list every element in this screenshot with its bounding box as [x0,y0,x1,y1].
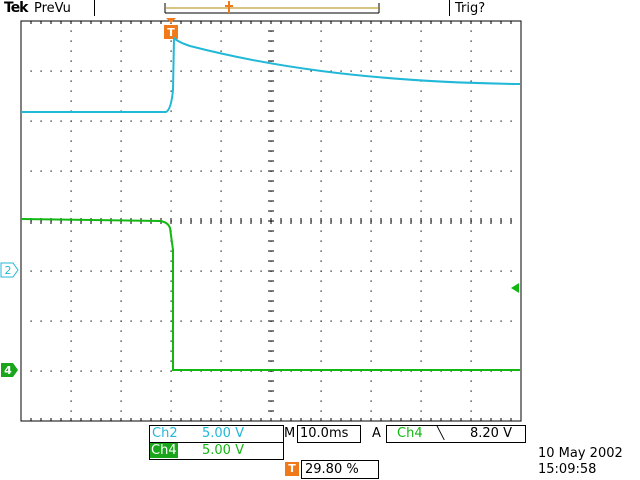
graticule-center-ticks [20,20,522,422]
ch4-waveform [20,218,520,371]
ch4-readout-box [149,442,284,460]
timebase-box [297,425,361,443]
date-readout: 10 May 2002 [538,446,623,461]
ch4-ground-marker[interactable]: 4 [1,363,18,377]
ch2-ground-label: 2 [5,264,12,277]
timebase-prefix: M [284,426,296,441]
trigger-status: Trig? [455,1,486,16]
falling-edge-icon: ╲ [437,426,445,440]
trigger-percent: 29.80 % [305,462,359,477]
acquisition-letter: A [372,426,381,441]
graticule-grid [30,30,512,412]
record-view-bracket [164,3,380,14]
trigger-level-arrow-icon[interactable] [511,283,519,293]
waveform-display: T 2 4 [0,1,522,422]
ch2-waveform [21,35,521,113]
trigger-position-icon: T [285,462,299,476]
trigger-level: 8.20 V [470,426,512,441]
ch2-label: Ch2 [152,426,178,441]
timebase-value: 10.0ms [300,426,349,441]
brand-logo: Tek [4,0,28,16]
ch2-scale: 5.00 V [202,426,244,441]
trigger-position-marker: T [164,18,178,39]
trigger-percent-box [301,460,379,479]
ch2-ground-marker[interactable]: 2 [0,262,19,278]
ch4-label: Ch4 [150,443,178,458]
trigger-source: Ch4 [397,426,423,441]
trigger-position-label: T [167,26,175,39]
ch4-ground-label: 4 [4,364,12,377]
header-divider-left [94,0,96,16]
ch4-scale: 5.00 V [202,443,244,458]
header-divider-right [449,0,451,16]
trigger-readout-box [386,425,526,443]
acquisition-mode: PreVu [34,1,71,16]
record-trigger-marker-icon [225,1,233,13]
time-readout: 15:09:58 [538,462,597,477]
